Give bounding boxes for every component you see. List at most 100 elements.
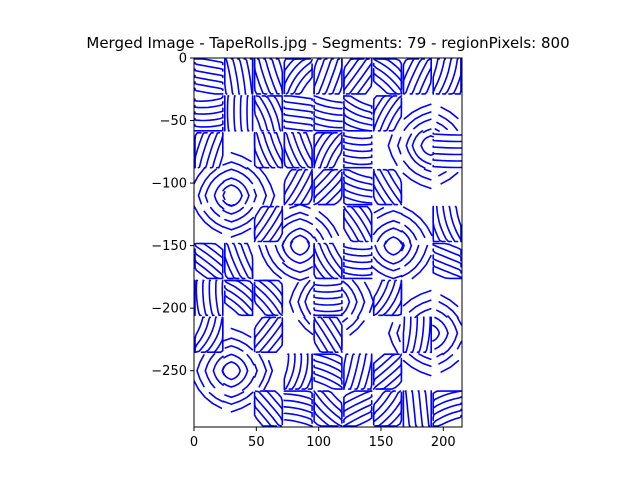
contour-stroke [372,390,397,422]
contour-stroke [200,316,224,354]
segment-cell [372,279,403,317]
contour-stroke [384,236,403,245]
contour-stroke [356,301,366,319]
contour-stroke [373,207,385,214]
contour-stroke [301,353,313,390]
contour-stroke [350,301,358,315]
contour-stroke [343,58,360,87]
contour-stroke [274,244,286,263]
contour-stroke [194,126,224,132]
contour-stroke [363,281,375,303]
contour-stroke [283,58,307,90]
segment-cell [313,280,343,317]
contour-stroke [343,95,373,109]
contour-stroke [209,132,224,169]
contour-stroke [401,230,412,242]
contour-stroke [313,117,343,129]
contour-stroke [404,224,418,241]
segment-cell [402,58,433,95]
contour-stroke [347,353,362,390]
contour-stroke [343,194,373,206]
contour-stroke [313,370,343,390]
x-tick-label: 50 [248,435,265,450]
contour-stroke [368,301,375,314]
segment-cell [194,95,224,132]
contour-stroke [432,390,462,409]
contour-stroke [258,244,282,280]
segment-cell [438,171,459,185]
contour-stroke [376,209,403,219]
contour-stroke [328,137,343,169]
contour-stroke [346,205,373,243]
contour-stroke [230,151,252,163]
contour-stroke [383,240,404,256]
segment-cell [224,279,254,317]
segment-cell [432,205,462,243]
contour-stroke [296,132,313,169]
contour-stroke [402,206,433,237]
segment-cell [434,106,459,132]
contour-stroke [401,244,405,252]
contour-stroke [343,182,373,198]
contour-stroke [442,332,459,356]
segment-cell [253,58,284,95]
contour-stroke [408,299,432,313]
contour-stroke [436,309,448,318]
contour-stroke [343,208,364,243]
segment-cell [387,134,402,166]
contour-stroke [313,111,343,123]
contour-stroke [352,205,373,240]
contour-stroke [230,58,241,95]
contour-stroke [224,391,245,399]
contour-stroke [215,279,222,317]
contour-stroke [384,280,403,317]
contour-stroke [403,111,432,131]
contour-stroke [432,248,462,268]
segment-cell [288,279,316,318]
segment-cell [222,204,255,238]
contour-stroke [194,316,212,354]
contour-stroke [194,253,223,280]
contour-stroke [256,58,274,95]
contour-stroke [313,312,343,317]
contour-stroke [322,390,343,415]
segment-cell [313,95,343,132]
contour-stroke [253,316,282,353]
contour-stroke [258,369,268,388]
contour-stroke [317,390,343,420]
contour-stroke [432,151,462,156]
contour-stroke [195,242,224,269]
contour-stroke [402,58,420,95]
contour-stroke [313,390,343,424]
contour-stroke [194,58,224,66]
contour-stroke [343,95,373,115]
contour-stroke [224,206,254,223]
contour-stroke [313,236,318,242]
contour-stroke [377,95,403,132]
contour-stroke [246,353,255,366]
contour-stroke [246,167,255,174]
y-tick-label: −250 [151,364,187,379]
contour-stroke [313,98,343,110]
segment-cell [224,58,254,95]
contour-stroke [306,240,311,247]
contour-stroke [434,332,449,350]
contour-stroke [313,171,343,206]
segment-cell [432,132,462,169]
contour-stroke [408,353,432,368]
contour-stroke [255,95,276,132]
contour-stroke [284,132,306,169]
contour-stroke [404,244,420,267]
contour-stroke [388,100,403,132]
segment-cell [254,353,274,391]
contour-stroke [313,353,343,373]
contour-stroke [374,58,403,85]
contour-stroke [396,136,402,155]
contour-stroke [281,240,315,265]
segment-cell [253,279,284,317]
contour-stroke [442,205,459,243]
segment-cell [194,279,224,317]
segment-cell [313,390,343,427]
contour-stroke [222,391,254,406]
